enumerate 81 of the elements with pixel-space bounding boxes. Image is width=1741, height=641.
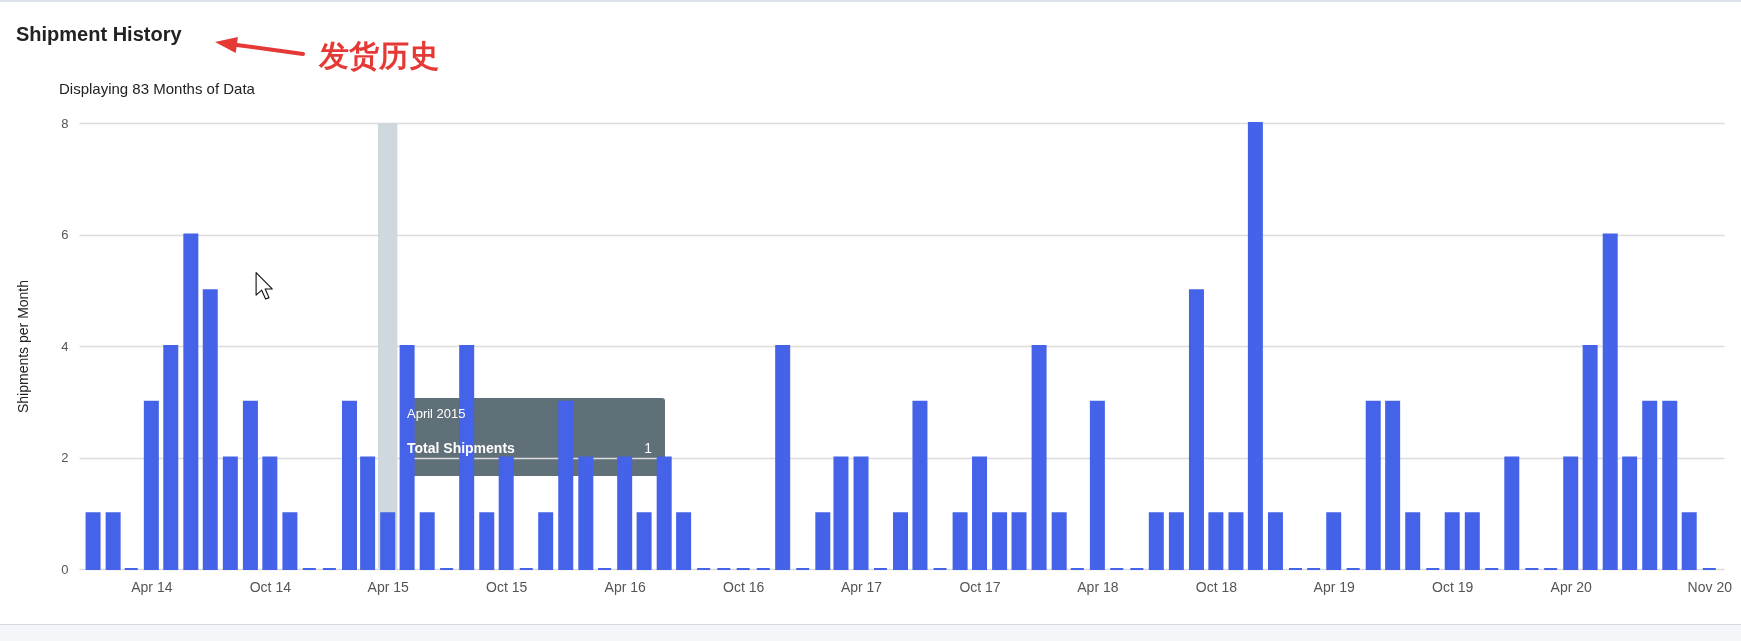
bar <box>578 456 594 570</box>
bar <box>1602 233 1618 570</box>
bar <box>775 345 791 570</box>
bar <box>1681 512 1697 570</box>
bar <box>1168 512 1184 570</box>
bar <box>1051 512 1067 570</box>
bar <box>1228 512 1244 570</box>
x-tick-label: Oct 14 <box>249 578 292 595</box>
x-tick-label: Apr 15 <box>367 578 410 595</box>
bar <box>1582 345 1598 570</box>
bar <box>1208 512 1224 570</box>
x-tick-label: Apr 20 <box>1550 578 1593 595</box>
bar <box>479 512 495 570</box>
bar <box>1188 289 1204 570</box>
bar <box>202 289 218 570</box>
y-tick-label: 4 <box>61 338 69 354</box>
bar <box>1326 512 1342 570</box>
bar <box>262 456 278 570</box>
bar <box>992 512 1008 570</box>
bar <box>676 512 692 570</box>
chart-subtitle: Displaying 83 Months of Data <box>59 80 256 97</box>
bar <box>1365 400 1381 570</box>
bar <box>636 512 652 570</box>
bar <box>972 456 988 570</box>
bar <box>183 233 199 570</box>
x-tick-label: Apr 14 <box>131 578 173 595</box>
y-tick-label: 8 <box>61 115 69 131</box>
bar <box>143 400 159 570</box>
x-tick-label: Oct 19 <box>1432 578 1474 595</box>
text: 发货历史 <box>318 38 439 73</box>
bar <box>1267 512 1283 570</box>
x-tick-label: Oct 16 <box>723 578 765 595</box>
bar <box>1464 512 1480 570</box>
bar <box>282 512 298 570</box>
bar <box>1247 122 1263 570</box>
x-tick-label: Nov 20 <box>1687 578 1733 595</box>
bar <box>893 512 909 570</box>
bar <box>558 400 574 570</box>
x-tick-label: Apr 17 <box>840 578 883 595</box>
bar <box>222 456 238 570</box>
bar <box>498 456 514 570</box>
y-tick-label: 0 <box>61 561 69 577</box>
x-tick-label: Oct 17 <box>959 578 1001 595</box>
bar <box>656 456 672 570</box>
bar <box>1089 400 1105 570</box>
bar <box>617 456 633 570</box>
annotation: 1 <box>644 440 652 456</box>
x-tick-label: Apr 18 <box>1077 578 1119 595</box>
bar <box>1385 400 1401 570</box>
bar <box>833 456 849 570</box>
bar <box>1642 400 1658 570</box>
y-tick-label: 2 <box>61 450 69 465</box>
bar <box>1011 512 1027 570</box>
y-tick-label: 6 <box>61 227 69 242</box>
bar <box>952 512 968 570</box>
x-tick-label: Oct 18 <box>1195 578 1238 595</box>
bar <box>419 512 435 570</box>
bar <box>380 512 396 570</box>
bar <box>341 400 357 570</box>
bar <box>105 512 121 570</box>
bar <box>912 400 928 570</box>
x-tick-label: Apr 16 <box>604 578 647 595</box>
bar <box>1563 456 1579 570</box>
bar <box>1444 512 1460 570</box>
bar <box>853 456 869 570</box>
y-axis-title: Shipments per Month <box>15 279 32 414</box>
x-tick-label: Oct 15 <box>486 578 528 595</box>
bar <box>1148 512 1164 570</box>
bar <box>1622 456 1638 570</box>
bar <box>1405 512 1421 570</box>
bar <box>1031 345 1047 570</box>
bar <box>815 512 831 570</box>
bar <box>163 345 179 570</box>
bar <box>85 512 101 570</box>
x-tick-label: Apr 19 <box>1313 578 1356 595</box>
bar <box>242 400 258 570</box>
bar <box>1662 400 1678 570</box>
bar <box>360 456 376 570</box>
chart-title: Shipment History <box>16 23 183 45</box>
bar <box>538 512 554 570</box>
bar <box>1504 456 1520 570</box>
